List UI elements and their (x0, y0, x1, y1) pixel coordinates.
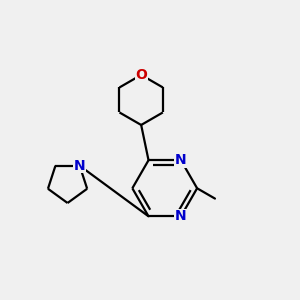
Text: N: N (175, 209, 187, 223)
Text: O: O (135, 68, 147, 82)
Text: N: N (74, 159, 85, 173)
Text: N: N (175, 153, 187, 167)
